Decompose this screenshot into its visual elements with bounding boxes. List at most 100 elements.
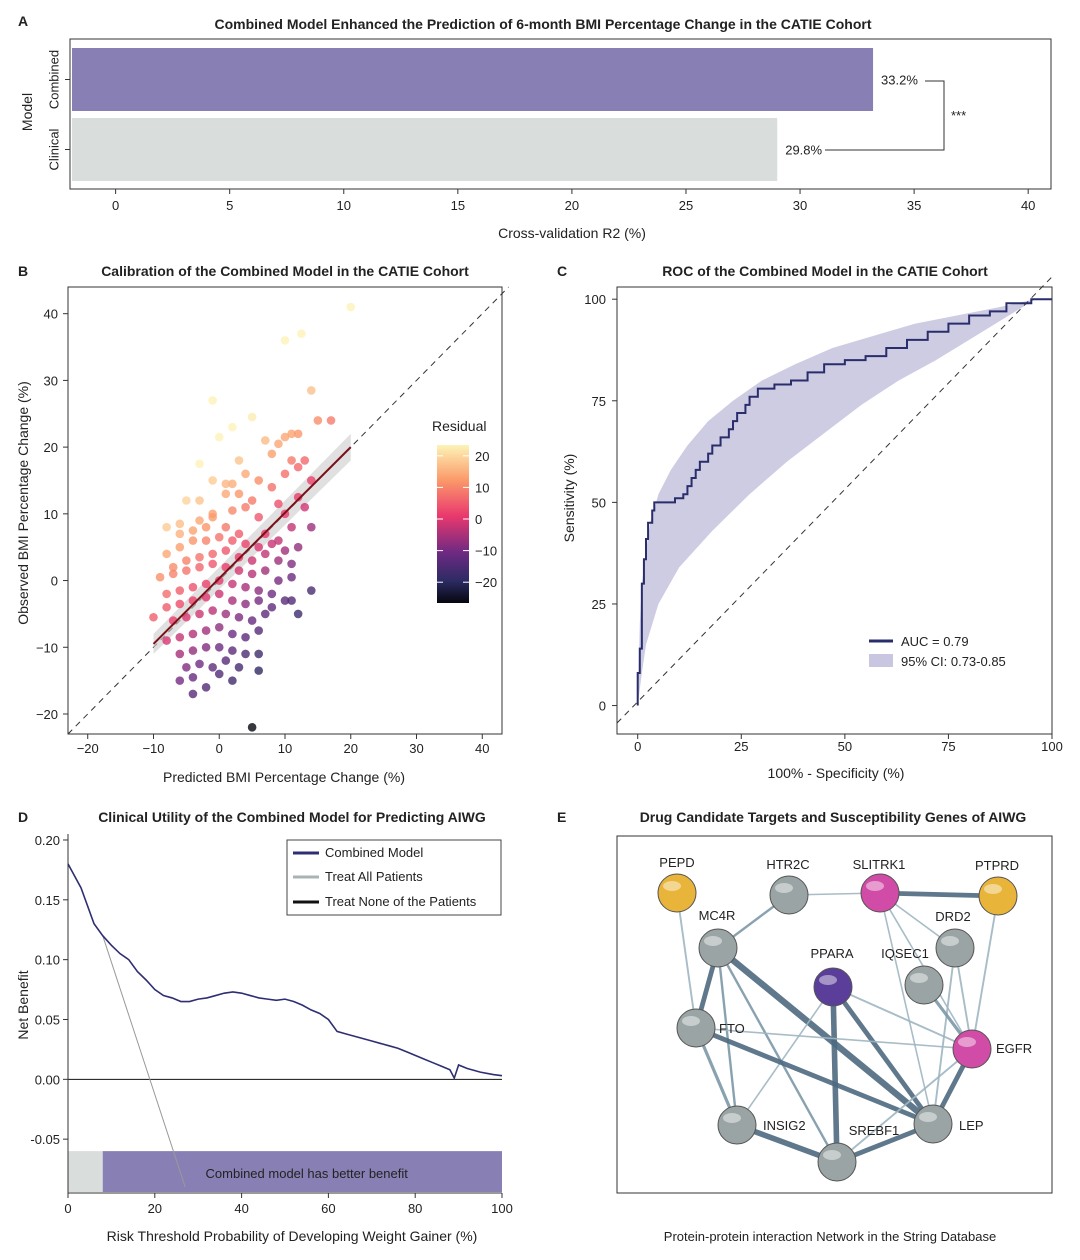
scatter-point [162, 549, 171, 559]
scatter-point [228, 629, 237, 639]
scatter-point [188, 526, 198, 535]
scatter-point [221, 562, 231, 572]
scatter-point [201, 682, 211, 692]
scatter-point [182, 612, 191, 622]
scatter-point [267, 539, 277, 549]
edge-slitrk1-lep [879, 892, 934, 1125]
node-label-srebf1: SREBF1 [849, 1123, 900, 1138]
scatter-point [168, 562, 178, 572]
x-tick-label-0: 0 [634, 739, 641, 754]
edge-ppara-lep [831, 985, 935, 1126]
node-label-htr2c: HTR2C [766, 857, 809, 872]
dca-legend-treat-none: Treat None of the Patients [325, 894, 477, 909]
y-tick-label-0: 0 [51, 574, 58, 589]
significance-bracket [825, 80, 945, 151]
scatter-point [274, 499, 283, 509]
panel-letter-b: B [18, 263, 28, 279]
node-label-ptprd: PTPRD [975, 858, 1019, 873]
fit-line [152, 446, 352, 645]
dca-shade-combined [102, 1151, 502, 1192]
significance-label: *** [951, 108, 966, 123]
scatter-point [260, 566, 270, 575]
scatter-point [274, 576, 283, 585]
treat-all-line [102, 935, 186, 1188]
y-tick-label-75: 75 [592, 394, 606, 409]
x-tick-label-10: 10 [278, 741, 292, 756]
scatter-point [162, 522, 171, 532]
x-tick-label--10: −10 [142, 741, 164, 756]
edge-ppara-egfr [832, 986, 973, 1050]
scatter-point [201, 642, 211, 652]
roc-confidence-band [637, 299, 1036, 706]
panel-letter-a: A [18, 13, 28, 29]
scatter-point [201, 592, 211, 602]
scatter-point [267, 602, 277, 612]
x-tick-label-15: 15 [451, 198, 465, 213]
scatter-point [228, 506, 237, 515]
node-highlight-htr2c [775, 883, 793, 893]
y-tick-label-20: 20 [44, 440, 58, 455]
scatter-point [307, 522, 316, 532]
scatter-point [293, 429, 303, 439]
scatter-point [234, 456, 244, 465]
x-tick-label-0: 0 [64, 1201, 71, 1216]
scatter-point [346, 302, 356, 312]
node-highlight-slitrk1 [866, 881, 884, 891]
scatter-point [254, 666, 263, 675]
x-tick-label-25: 25 [734, 739, 748, 754]
scatter-point [280, 546, 290, 555]
scatter-point [234, 566, 244, 575]
scatter-point [208, 396, 217, 405]
scatter-point [221, 546, 231, 555]
node-label-lep: LEP [959, 1118, 984, 1133]
edge-mc4r-lep [715, 945, 936, 1127]
scatter-point [280, 336, 290, 345]
node-label-insig2: INSIG2 [763, 1118, 806, 1133]
y-tick-label-10: 10 [44, 507, 58, 522]
node-mc4r [698, 928, 738, 968]
x-tick-label-0: 0 [112, 198, 119, 213]
scatter-point [195, 516, 204, 525]
scatter-point [188, 689, 198, 699]
node-drd2 [935, 928, 975, 968]
node-pepd [657, 873, 697, 913]
edge-fto-egfr [695, 1027, 973, 1050]
scatter-point [175, 676, 185, 685]
x-tick-label-80: 80 [408, 1201, 422, 1216]
colorbar-tick-label--20: −20 [475, 575, 497, 590]
x-tick-label-20: 20 [565, 198, 579, 213]
edge-ptprd-egfr [971, 895, 999, 1050]
y-tick-label-5: -0.05 [30, 1132, 60, 1147]
scatter-point [195, 609, 204, 619]
x-tick-label-0: 0 [216, 741, 223, 756]
x-tick-label-40: 40 [1021, 198, 1035, 213]
scatter-point [188, 672, 198, 682]
scatter-point [175, 586, 185, 595]
y-tick-label-3: 0.05 [35, 1012, 60, 1027]
scatter-point [201, 579, 211, 589]
chance-line [616, 276, 1053, 724]
scatter-point [241, 582, 250, 592]
node-ppara [813, 967, 853, 1007]
scatter-point [274, 556, 283, 565]
scatter-point [254, 542, 263, 552]
scatter-point [195, 659, 204, 669]
scatter-point [214, 532, 224, 542]
node-srebf1 [817, 1142, 857, 1182]
dca-annotation: Combined model has better benefit [206, 1166, 409, 1181]
scatter-point [287, 596, 296, 605]
x-tick-label-20: 20 [148, 1201, 162, 1216]
panel-e-title: Drug Candidate Targets and Susceptibilit… [640, 809, 1027, 825]
scatter-point [241, 539, 250, 549]
dca-shade-treat-all [68, 1151, 103, 1192]
y-tick-label-4: 0.00 [35, 1072, 60, 1087]
x-tick-label-40: 40 [234, 1201, 248, 1216]
scatter-point [221, 609, 231, 619]
x-tick-label-30: 30 [793, 198, 807, 213]
edge-pepd-fto [676, 892, 697, 1029]
panel-a-title: Combined Model Enhanced the Prediction o… [215, 16, 872, 32]
node-egfr [952, 1029, 992, 1069]
node-highlight-insig2 [723, 1113, 741, 1123]
node-lep [913, 1104, 953, 1144]
scatter-point [260, 549, 270, 559]
